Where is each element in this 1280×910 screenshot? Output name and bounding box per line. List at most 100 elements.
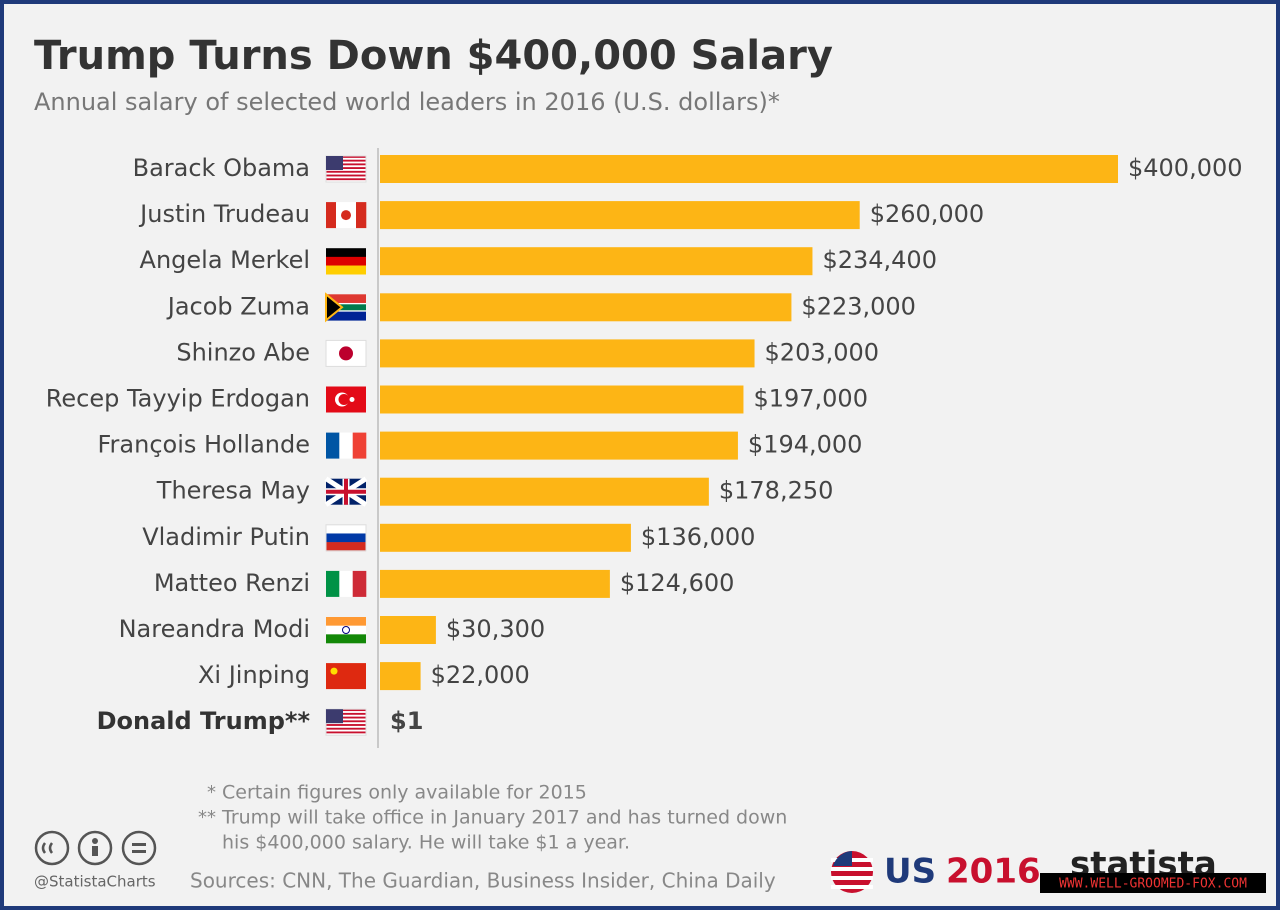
category-label: Justin Trudeau xyxy=(138,200,310,228)
value-label: $124,600 xyxy=(620,569,735,597)
flag xyxy=(326,174,366,177)
flag xyxy=(326,265,366,275)
flag xyxy=(326,709,366,712)
flag xyxy=(326,709,343,724)
flag xyxy=(325,292,344,323)
value-label: $1 xyxy=(390,707,423,735)
icon xyxy=(77,830,113,866)
flag xyxy=(326,294,366,304)
credit: @StatistaCharts xyxy=(34,873,156,891)
category-label: Nareandra Modi xyxy=(119,615,310,643)
bar xyxy=(380,201,860,230)
flag xyxy=(326,256,366,266)
bar xyxy=(380,523,631,552)
flag xyxy=(342,626,350,634)
watermark-bg xyxy=(1040,873,1266,893)
watermark: WWW.WELL-GROOMED-FOX.COM xyxy=(1059,877,1247,892)
category-label: Shinzo Abe xyxy=(176,338,310,366)
chart-title: Trump Turns Down $400,000 Salary xyxy=(34,33,833,79)
flag xyxy=(326,712,366,715)
flag xyxy=(352,432,367,459)
value-label: $22,000 xyxy=(431,661,530,689)
flag xyxy=(349,397,355,402)
flag xyxy=(326,634,366,644)
badge-country: US xyxy=(884,852,936,892)
category-label: Recep Tayyip Erdogan xyxy=(46,385,310,413)
bar xyxy=(380,293,792,322)
value-label: $194,000 xyxy=(748,431,863,459)
value-label: $260,000 xyxy=(870,200,985,228)
category-label: Theresa May xyxy=(156,477,310,505)
badge-flag xyxy=(831,851,873,893)
flag xyxy=(356,202,367,229)
bar xyxy=(380,662,421,691)
note-marker: * xyxy=(207,782,216,803)
flag xyxy=(325,339,367,367)
flag xyxy=(326,731,366,734)
flag xyxy=(341,210,351,221)
flag xyxy=(330,667,338,675)
flag xyxy=(326,202,337,229)
bar xyxy=(380,616,436,644)
bar xyxy=(380,385,744,414)
flag xyxy=(326,178,366,181)
flag xyxy=(339,570,353,597)
flag xyxy=(326,524,366,534)
badge-year: 2016 xyxy=(946,852,1041,892)
value-label: $197,000 xyxy=(753,385,868,413)
flag xyxy=(326,156,343,170)
flag-stripe xyxy=(831,867,873,871)
flag xyxy=(326,625,366,635)
category-label: Donald Trump** xyxy=(97,707,311,735)
flag xyxy=(338,394,350,405)
chart-subtitle: Annual salary of selected world leaders … xyxy=(34,88,780,116)
icon xyxy=(41,842,54,854)
flag-canton xyxy=(833,851,852,866)
category-label: Xi Jinping xyxy=(198,661,310,689)
flag xyxy=(326,570,340,597)
bar xyxy=(380,569,610,598)
value-label: $203,000 xyxy=(765,338,880,366)
value-label: $136,000 xyxy=(641,523,756,551)
note: Certain figures only available for 2015 xyxy=(222,782,587,804)
flag xyxy=(326,716,366,719)
license-icons xyxy=(34,830,157,866)
flag xyxy=(326,170,366,173)
bar xyxy=(380,477,709,506)
flag xyxy=(326,617,366,626)
category-label: Matteo Renzi xyxy=(154,569,310,597)
bar xyxy=(380,339,755,368)
flag xyxy=(326,167,366,169)
value-label: $178,250 xyxy=(719,477,834,505)
icon xyxy=(92,838,98,844)
flag xyxy=(326,156,366,158)
flag-stripe xyxy=(831,876,873,880)
flag xyxy=(326,163,366,166)
icon xyxy=(92,846,98,856)
flag xyxy=(325,524,367,552)
flag xyxy=(326,727,366,730)
icon xyxy=(34,830,70,866)
note: his $400,000 salary. He will take $1 a y… xyxy=(222,832,630,854)
icon xyxy=(132,850,146,853)
value-label: $400,000 xyxy=(1128,154,1243,182)
flag xyxy=(326,724,366,726)
flag xyxy=(326,533,366,543)
flag xyxy=(326,432,340,459)
bar xyxy=(380,155,1118,183)
value-label: $234,400 xyxy=(822,246,937,274)
flag xyxy=(326,248,366,258)
value-label: $30,300 xyxy=(446,615,545,643)
flag xyxy=(326,304,366,311)
category-label: François Hollande xyxy=(97,431,310,459)
flag xyxy=(326,663,366,690)
value-label: $223,000 xyxy=(801,292,916,320)
flag xyxy=(326,159,366,162)
flag xyxy=(339,432,353,459)
note: Trump will take office in January 2017 a… xyxy=(221,807,787,829)
flag xyxy=(326,542,366,552)
flag xyxy=(352,570,367,597)
flag xyxy=(339,346,353,361)
